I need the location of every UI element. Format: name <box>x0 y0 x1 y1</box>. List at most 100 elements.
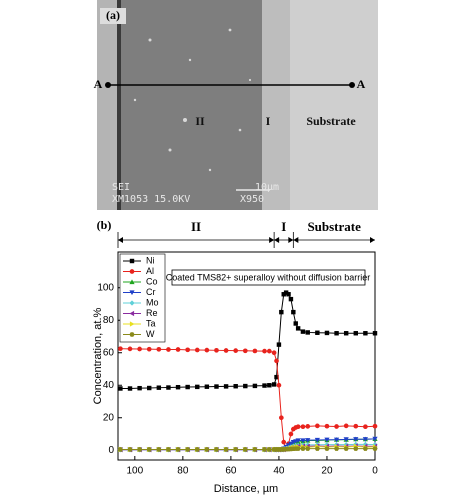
marker <box>175 384 181 390</box>
marker <box>204 347 210 353</box>
annotation-box <box>171 269 366 286</box>
marker <box>165 447 172 452</box>
marker <box>295 446 301 451</box>
y-tick-label: 20 <box>103 412 115 423</box>
marker <box>372 423 378 429</box>
marker <box>204 384 210 389</box>
marker <box>293 321 298 326</box>
legend-label: Ta <box>146 318 156 328</box>
marker <box>223 447 229 452</box>
marker <box>286 292 291 297</box>
marker <box>118 386 123 391</box>
region-label: II <box>191 219 201 234</box>
marker <box>166 385 171 390</box>
y-tick-label: 0 <box>108 445 114 456</box>
marker <box>137 346 142 352</box>
annotation: Coated TMS82+ superalloy without diffusi… <box>166 272 371 282</box>
marker <box>314 437 320 443</box>
marker <box>362 446 368 451</box>
marker <box>267 383 272 388</box>
marker <box>194 347 200 353</box>
marker <box>305 446 311 451</box>
sem-info: SEI <box>112 182 130 193</box>
marker <box>129 310 135 317</box>
marker <box>194 447 200 452</box>
marker <box>156 346 162 352</box>
marker <box>242 447 248 452</box>
marker <box>343 437 349 442</box>
marker <box>343 423 349 429</box>
marker <box>262 383 267 388</box>
marker <box>324 437 330 443</box>
legend-label: Co <box>146 276 158 286</box>
marker <box>353 423 359 429</box>
marker <box>353 441 359 447</box>
plot-frame <box>117 251 376 461</box>
region-arrow <box>274 237 294 243</box>
marker <box>333 437 340 443</box>
marker <box>185 347 190 353</box>
marker <box>127 346 133 352</box>
region-label: Substrate <box>306 114 356 128</box>
marker <box>295 438 301 444</box>
legend-label: Cr <box>146 287 156 297</box>
marker <box>281 292 286 297</box>
marker <box>214 347 219 353</box>
marker <box>334 424 339 429</box>
region-label: Substrate <box>307 219 361 234</box>
marker <box>175 447 181 452</box>
marker <box>175 347 181 352</box>
x-tick-label: 0 <box>372 466 378 477</box>
marker <box>146 346 152 352</box>
marker <box>274 358 279 364</box>
marker <box>300 329 306 334</box>
marker <box>291 309 296 315</box>
region-label: I <box>281 219 286 234</box>
marker <box>261 447 268 452</box>
marker <box>283 290 289 295</box>
marker <box>363 331 368 336</box>
x-tick-label: 80 <box>177 466 189 477</box>
marker <box>252 348 258 354</box>
marker <box>281 439 287 445</box>
marker <box>324 423 330 429</box>
y-tick-label: 60 <box>103 347 115 358</box>
scale-bar-label: 10µm <box>255 182 279 193</box>
marker <box>353 437 359 442</box>
marker <box>129 290 135 296</box>
marker <box>195 384 200 390</box>
marker <box>146 447 152 452</box>
x-tick-label: 100 <box>126 466 143 477</box>
marker <box>252 447 258 452</box>
sem-info: XM1053 15.0KV <box>112 194 190 205</box>
y-tick-label: 40 <box>103 380 115 391</box>
marker <box>324 446 330 451</box>
marker <box>271 382 277 387</box>
marker <box>363 424 368 430</box>
marker <box>252 383 258 389</box>
panel-label: (b) <box>97 218 112 232</box>
magnification: X950 <box>240 194 264 205</box>
marker <box>274 374 279 380</box>
panel-label: (a) <box>106 8 120 22</box>
marker <box>223 384 229 389</box>
marker <box>372 331 378 336</box>
marker <box>300 446 306 451</box>
x-tick-label: 60 <box>225 466 237 477</box>
marker <box>213 447 220 452</box>
marker <box>362 437 368 442</box>
marker <box>334 331 339 336</box>
marker <box>315 330 320 335</box>
marker <box>353 446 359 451</box>
marker <box>129 269 135 274</box>
y-tick-label: 100 <box>97 282 114 293</box>
marker <box>279 309 284 315</box>
legend-label: Al <box>146 266 154 276</box>
legend-label: Ni <box>146 255 155 265</box>
marker <box>305 424 311 429</box>
marker <box>127 386 133 391</box>
marker <box>233 348 239 353</box>
legend-label: Re <box>146 308 158 318</box>
marker <box>127 447 133 452</box>
